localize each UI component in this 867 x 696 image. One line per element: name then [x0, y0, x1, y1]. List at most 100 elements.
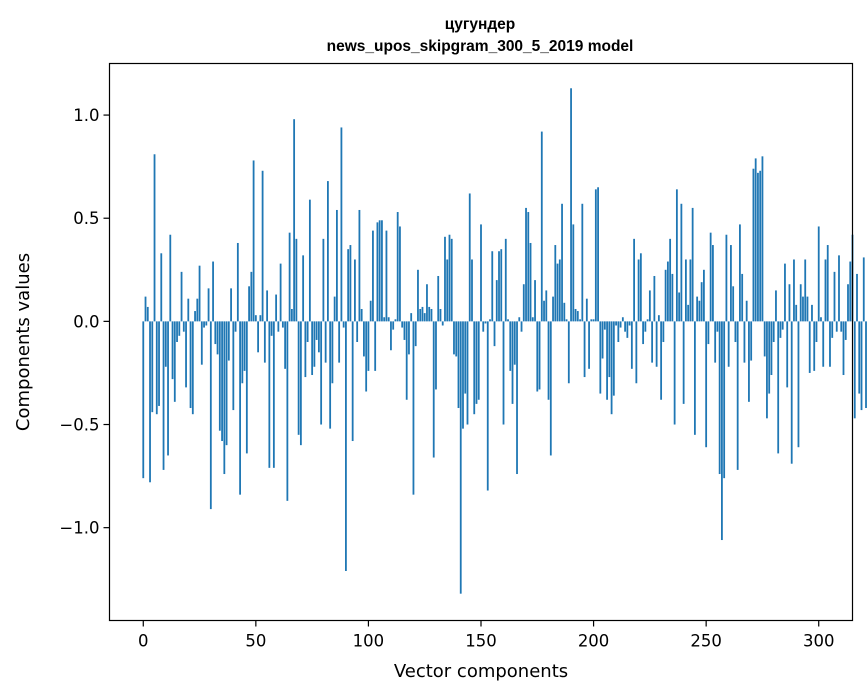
y-tick-label: 0.0 — [73, 312, 99, 331]
bar — [295, 238, 298, 322]
bar — [567, 321, 570, 384]
bar — [464, 321, 467, 394]
bar — [547, 321, 550, 400]
bar — [709, 232, 712, 322]
bar — [428, 306, 431, 322]
bar — [234, 321, 237, 332]
bar — [574, 308, 577, 322]
bar — [705, 321, 708, 448]
bar — [390, 321, 392, 351]
bar — [369, 300, 372, 322]
bar — [250, 271, 253, 322]
bar — [750, 321, 753, 361]
bar — [732, 286, 735, 322]
bar — [336, 209, 338, 322]
bar — [158, 321, 160, 406]
bar — [356, 321, 359, 342]
bar — [347, 249, 350, 322]
bar — [657, 315, 660, 322]
bar — [808, 321, 811, 373]
x-tick-label: 0 — [138, 632, 149, 651]
bar — [826, 245, 829, 322]
bar — [394, 319, 397, 322]
bar — [784, 263, 786, 322]
bar — [633, 238, 635, 322]
bar — [360, 308, 363, 322]
bar — [435, 321, 437, 390]
bar — [405, 321, 408, 400]
bar — [374, 321, 377, 371]
bar — [540, 131, 543, 322]
bar — [245, 321, 248, 454]
bar — [739, 224, 741, 322]
bar — [340, 127, 343, 322]
bar — [473, 321, 476, 415]
bar — [403, 321, 406, 340]
bar — [182, 321, 185, 332]
bar — [799, 284, 802, 322]
bar — [212, 261, 214, 322]
bar — [358, 209, 361, 322]
bar — [565, 319, 568, 322]
bar — [475, 321, 478, 404]
bar-series — [142, 88, 867, 594]
bar — [775, 290, 777, 322]
bar — [664, 269, 667, 322]
bar — [173, 321, 176, 402]
bar — [198, 265, 201, 322]
bar — [187, 298, 190, 322]
bar — [363, 321, 365, 357]
bar — [270, 321, 273, 336]
bar — [378, 220, 381, 322]
bar — [806, 296, 809, 322]
bar — [277, 321, 280, 332]
bar — [666, 261, 669, 322]
bar — [338, 321, 341, 363]
bar — [637, 259, 640, 322]
bar — [304, 321, 307, 378]
bar — [225, 321, 228, 446]
bar — [189, 321, 192, 409]
y-axis-ticks: 1.0 0.5 0.0 −0.5 −1.0 — [59, 106, 110, 538]
bar — [723, 321, 726, 479]
bar — [772, 321, 775, 342]
chart-subtitle: news_upos_skipgram_300_5_2019 model — [327, 38, 634, 55]
bar — [759, 170, 762, 322]
bar — [430, 308, 433, 322]
bar — [160, 253, 163, 322]
bar — [351, 321, 354, 442]
bar — [297, 321, 300, 435]
bar — [671, 273, 674, 322]
bar — [860, 321, 863, 411]
bar — [651, 321, 654, 363]
bar — [770, 321, 773, 376]
bar — [684, 259, 687, 322]
chart-title: цугундер — [445, 16, 516, 33]
bar — [603, 321, 606, 330]
bar — [689, 259, 692, 322]
bar — [345, 321, 347, 571]
bar — [477, 321, 480, 400]
bar — [615, 321, 617, 326]
bar — [455, 321, 458, 357]
bar — [849, 261, 852, 322]
bar — [757, 172, 759, 322]
bar — [450, 238, 453, 322]
bar — [646, 319, 649, 322]
bar — [216, 321, 219, 355]
bar — [642, 321, 645, 345]
bar — [707, 321, 710, 345]
bar — [752, 168, 755, 322]
bar — [797, 321, 800, 448]
bar — [459, 321, 462, 594]
bar — [223, 321, 226, 475]
bar — [367, 321, 370, 371]
bar — [417, 269, 419, 322]
bar — [748, 321, 750, 402]
bar — [563, 302, 566, 322]
bar — [466, 321, 469, 425]
bar — [779, 321, 782, 338]
bar — [682, 321, 685, 404]
bar — [509, 321, 512, 371]
x-tick-label: 50 — [245, 632, 266, 651]
